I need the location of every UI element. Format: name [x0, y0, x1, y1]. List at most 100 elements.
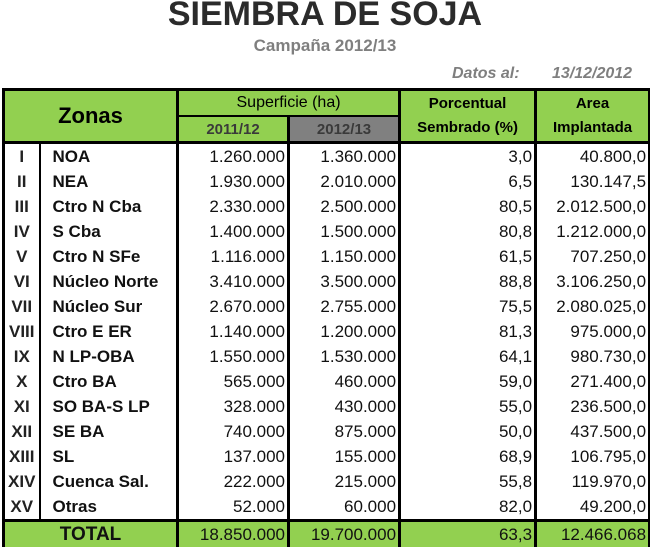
- superficie-2012: 60.000: [288, 494, 402, 522]
- header-porcentual-sembrado: Porcentual Sembrado (%): [398, 88, 538, 144]
- zone-name: SE BA: [39, 419, 180, 444]
- total-area: 12.466.068: [534, 519, 650, 547]
- area-implantada: 3.106.250,0: [535, 269, 650, 294]
- superficie-2011: 222.000: [177, 469, 291, 494]
- porcentual-sembrado: 80,5: [399, 194, 538, 219]
- superficie-2012: 1.530.000: [288, 344, 402, 369]
- table-row: VII Núcleo Sur 2.670.000 2.755.000 75,5 2.080…: [2, 294, 650, 319]
- planting-table: Zonas Superficie (ha) Porcentual Sembrad…: [1, 88, 650, 547]
- zone-name: Ctro E ER: [39, 319, 180, 344]
- superficie-2012: 430.000: [288, 394, 402, 419]
- porcentual-sembrado: 6,5: [399, 169, 538, 194]
- porcentual-sembrado: 82,0: [399, 494, 538, 522]
- zone-number: XIV: [2, 469, 41, 494]
- porcentual-sembrado: 61,5: [399, 244, 538, 269]
- zone-number: IV: [2, 219, 41, 244]
- table-row: XI SO BA-S LP 328.000 430.000 55,0 236.500,0: [2, 394, 650, 419]
- table-row: X Ctro BA 565.000 460.000 59,0 271.400,0: [2, 369, 650, 394]
- area-implantada: 2.012.500,0: [535, 194, 650, 219]
- campaign-subtitle: Campaña 2012/13: [253, 36, 397, 55]
- area-implantada: 130.147,5: [535, 169, 650, 194]
- zone-number: I: [2, 142, 41, 169]
- superficie-2011: 1.930.000: [177, 169, 291, 194]
- zone-number: VIII: [2, 319, 41, 344]
- total-porcentual: 63,3: [398, 519, 538, 547]
- superficie-2011: 2.670.000: [177, 294, 291, 319]
- table-row: VIII Ctro E ER 1.140.000 1.200.000 81,3 975.0…: [2, 319, 650, 344]
- porcentual-sembrado: 55,8: [399, 469, 538, 494]
- zone-name: N LP-OBA: [39, 344, 180, 369]
- superficie-2012: 155.000: [288, 444, 402, 469]
- table-body: I NOA 1.260.000 1.360.000 3,0 40.800,0 II NEA 1.…: [2, 142, 650, 522]
- area-implantada: 975.000,0: [535, 319, 650, 344]
- zone-name: Núcleo Norte: [39, 269, 180, 294]
- superficie-2012: 2.010.000: [288, 169, 402, 194]
- superficie-2012: 1.500.000: [288, 219, 402, 244]
- data-date-value: 13/12/2012: [552, 65, 633, 82]
- zone-name: Ctro N SFe: [39, 244, 180, 269]
- zone-name: SL: [39, 444, 180, 469]
- zone-name: Núcleo Sur: [39, 294, 180, 319]
- table-row: IV S Cba 1.400.000 1.500.000 80,8 1.212.000,0: [2, 219, 650, 244]
- zone-name: SO BA-S LP: [39, 394, 180, 419]
- zone-number: XI: [2, 394, 41, 419]
- superficie-2011: 1.550.000: [177, 344, 291, 369]
- zone-number: VI: [2, 269, 41, 294]
- superficie-2012: 1.200.000: [288, 319, 402, 344]
- table-row: I NOA 1.260.000 1.360.000 3,0 40.800,0: [2, 142, 650, 169]
- porcentual-sembrado: 88,8: [399, 269, 538, 294]
- superficie-2011: 1.116.000: [177, 244, 291, 269]
- superficie-2012: 2.755.000: [288, 294, 402, 319]
- superficie-2012: 1.150.000: [288, 244, 402, 269]
- zone-number: XII: [2, 419, 41, 444]
- total-label: TOTAL: [1, 519, 180, 547]
- header-superficie: Superficie (ha): [176, 88, 402, 117]
- superficie-2012: 875.000: [288, 419, 402, 444]
- area-implantada: 980.730,0: [535, 344, 650, 369]
- table-row: III Ctro N Cba 2.330.000 2.500.000 80,5 2.012…: [2, 194, 650, 219]
- superficie-2012: 460.000: [288, 369, 402, 394]
- porcentual-sembrado: 64,1: [399, 344, 538, 369]
- total-superficie-2011: 18.850.000: [176, 519, 291, 547]
- area-implantada: 2.080.025,0: [535, 294, 650, 319]
- total-superficie-2012: 19.700.000: [287, 519, 402, 547]
- zone-number: XV: [2, 494, 41, 522]
- table-row: XII SE BA 740.000 875.000 50,0 437.500,0: [2, 419, 650, 444]
- superficie-2011: 52.000: [177, 494, 291, 522]
- porcentual-sembrado: 75,5: [399, 294, 538, 319]
- header-porcentual: Porcentual: [428, 95, 507, 112]
- porcentual-sembrado: 59,0: [399, 369, 538, 394]
- area-implantada: 271.400,0: [535, 369, 650, 394]
- superficie-2011: 740.000: [177, 419, 291, 444]
- superficie-2012: 2.500.000: [288, 194, 402, 219]
- superficie-2011: 1.400.000: [177, 219, 291, 244]
- area-implantada: 106.795,0: [535, 444, 650, 469]
- superficie-2011: 137.000: [177, 444, 291, 469]
- zone-number: IX: [2, 344, 41, 369]
- total-row: TOTAL 18.850.000 19.700.000 63,3 12.466.…: [1, 519, 650, 547]
- porcentual-sembrado: 80,8: [399, 219, 538, 244]
- area-implantada: 1.212.000,0: [535, 219, 650, 244]
- table-row: VI Núcleo Norte 3.410.000 3.500.000 88,8 3.10…: [2, 269, 650, 294]
- area-implantada: 119.970,0: [535, 469, 650, 494]
- table-row: II NEA 1.930.000 2.010.000 6,5 130.147,5: [2, 169, 650, 194]
- zone-number: VII: [2, 294, 41, 319]
- header-implantada: Implantada: [552, 119, 633, 136]
- superficie-2012: 3.500.000: [288, 269, 402, 294]
- porcentual-sembrado: 3,0: [399, 142, 538, 169]
- header-sembrado: Sembrado (%): [417, 119, 518, 136]
- table-row: XIV Cuenca Sal. 222.000 215.000 55,8 119.970,…: [2, 469, 650, 494]
- zone-number: III: [2, 194, 41, 219]
- superficie-2011: 1.260.000: [177, 142, 291, 169]
- zone-number: XIII: [2, 444, 41, 469]
- superficie-2011: 1.140.000: [177, 319, 291, 344]
- area-implantada: 49.200,0: [535, 494, 650, 522]
- table-row: XV Otras 52.000 60.000 82,0 49.200,0: [2, 494, 650, 522]
- data-date-label: Datos al:: [452, 65, 520, 82]
- superficie-2011: 328.000: [177, 394, 291, 419]
- zone-number: II: [2, 169, 41, 194]
- zone-name: Ctro BA: [39, 369, 180, 394]
- area-implantada: 707.250,0: [535, 244, 650, 269]
- area-implantada: 437.500,0: [535, 419, 650, 444]
